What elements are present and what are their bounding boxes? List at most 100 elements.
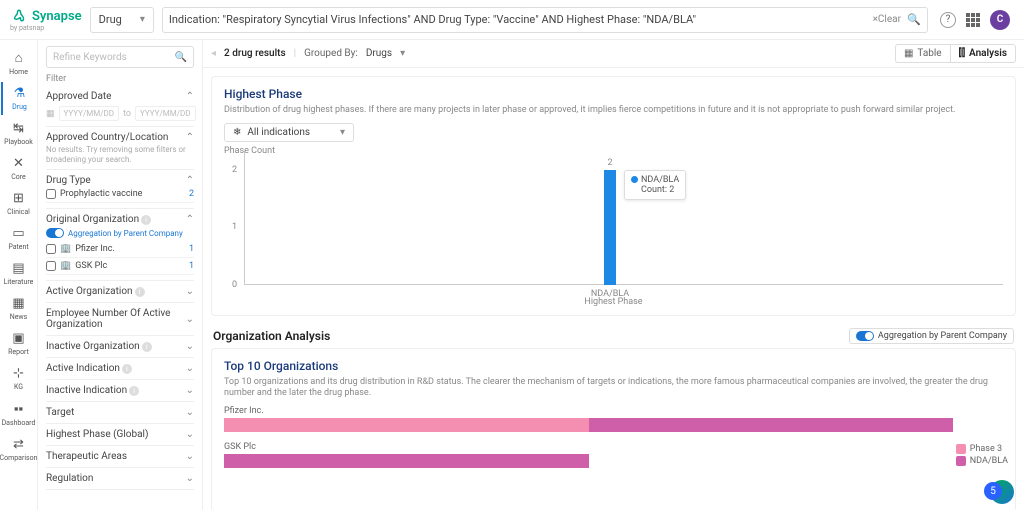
nav-icon: ⇄ (13, 437, 24, 452)
building-icon: 🏢 (60, 244, 71, 254)
nav-news[interactable]: ▦News (1, 292, 37, 325)
section-header[interactable]: Drug Type ⌃ (46, 175, 194, 186)
legend-item: NDA/BLA (956, 456, 1008, 466)
nav-dashboard[interactable]: ▪▪Dashboard (1, 397, 37, 431)
section-header[interactable]: Approved Date ⌃ (46, 91, 194, 102)
org-label: GSK Plc (224, 442, 256, 452)
filter-item[interactable]: Prophylactic vaccine 2 (46, 186, 194, 203)
nav-comparison[interactable]: ⇄Comparison (1, 433, 37, 466)
top-orgs-card: Top 10 Organizations Top 10 organization… (211, 348, 1016, 510)
category-value: Drug (99, 13, 122, 26)
info-icon[interactable]: i (129, 386, 139, 396)
chevron-down-icon[interactable]: ▾ (400, 48, 405, 59)
org-row: GSK Plc (224, 442, 1003, 478)
nav-report[interactable]: ▣Report (1, 327, 37, 360)
section-header[interactable]: Highest Phase (Global)⌄ (46, 429, 194, 440)
nav-home[interactable]: ⌂Home (1, 46, 37, 80)
nav-literature[interactable]: ▤Literature (1, 257, 37, 290)
section-header[interactable]: Approved Country/Location ⌃ (46, 132, 194, 143)
help-icon[interactable]: ? (940, 12, 956, 28)
filter-section: Inactive Indicationi⌄ (46, 380, 194, 402)
category-select[interactable]: Drug ▾ (90, 7, 154, 33)
left-nav: ⌂Home⚗Drug↹Playbook✕Core⊞Clinical▭Patent… (0, 40, 38, 510)
avatar[interactable]: C (990, 10, 1010, 30)
info-icon[interactable]: i (142, 342, 152, 352)
nav-icon: ▭ (12, 226, 24, 241)
aggregation-toggle[interactable]: Aggregation by Parent Company (46, 228, 194, 238)
info-icon[interactable]: i (141, 215, 151, 225)
chevron-up-icon: ⌃ (186, 132, 194, 143)
section-header[interactable]: Active Organizationi⌄ (46, 286, 194, 297)
view-tabs: ▦Table ⫿⫿Analysis (895, 44, 1016, 63)
tooltip-count: Count: 2 (631, 185, 679, 195)
section-header[interactable]: Target⌄ (46, 407, 194, 418)
notification-badge[interactable]: 5 (984, 482, 1002, 500)
filter-item[interactable]: 🏢Pfizer Inc.1 (46, 241, 194, 258)
chevron-up-icon: ⌃ (186, 175, 194, 186)
nav-core[interactable]: ✕Core (1, 152, 37, 185)
section-title: Active Organization (46, 286, 133, 297)
tab-table[interactable]: ▦Table (895, 44, 950, 63)
org-chart: Pfizer Inc.GSK Plc (224, 406, 1003, 501)
org-bar[interactable] (224, 418, 953, 432)
search-input[interactable] (169, 13, 867, 26)
results-bar: ◂ 2 drug results | Grouped By: Drugs ▾ ▦… (203, 40, 1024, 68)
nav-drug[interactable]: ⚗Drug (1, 82, 37, 115)
nav-label: KG (14, 383, 23, 391)
tab-analysis[interactable]: ⫿⫿Analysis (950, 44, 1016, 63)
section-title: Inactive Organization (46, 341, 140, 352)
legend-swatch (956, 444, 966, 454)
section-header[interactable]: Inactive Indicationi⌄ (46, 385, 194, 396)
info-icon[interactable]: i (135, 287, 145, 297)
bar-value: 2 (607, 158, 612, 168)
filter-search[interactable]: Refine Keywords 🔍 (46, 46, 194, 68)
filter-drug-type: Drug Type ⌃ Prophylactic vaccine 2 (46, 170, 194, 209)
toggle-switch[interactable] (46, 228, 64, 238)
section-header[interactable]: Original Organizationi ⌃ (46, 214, 194, 225)
nav-kg[interactable]: ⊹KG (1, 362, 37, 395)
bar-segment[interactable] (224, 454, 589, 468)
date-to-sep: to (123, 109, 131, 119)
legend: Phase 3 NDA/BLA (956, 442, 1008, 468)
logo[interactable]: Synapse by patsnap (10, 8, 82, 32)
nav-patent[interactable]: ▭Patent (1, 222, 37, 255)
clear-button[interactable]: ×Clear (873, 14, 901, 25)
bar-segment[interactable] (224, 418, 589, 432)
card-title: Highest Phase (224, 87, 1003, 101)
checkbox[interactable] (46, 261, 56, 271)
date-to[interactable]: YYYY/MM/DD (135, 106, 196, 121)
filter-section: Highest Phase (Global)⌄ (46, 424, 194, 446)
nav-clinical[interactable]: ⊞Clinical (1, 187, 37, 220)
chevron-down-icon: ⌄ (186, 407, 194, 418)
bar-segment[interactable] (589, 418, 954, 432)
section-title: Employee Number Of Active Organization (46, 308, 170, 330)
section-header[interactable]: Inactive Organizationi⌄ (46, 341, 194, 352)
apps-icon[interactable] (966, 13, 980, 27)
group-value[interactable]: Drugs (366, 48, 392, 59)
org-bar[interactable] (224, 454, 953, 468)
chart-bar[interactable] (604, 170, 616, 285)
indication-dropdown[interactable]: ❄ All indications ▾ (224, 123, 354, 142)
phase-chart: Phase Count Highest Phase 012NDA/BLA2NDA… (224, 150, 1003, 305)
nav-icon: ▪▪ (14, 401, 23, 417)
checkbox[interactable] (46, 244, 56, 254)
toggle-switch[interactable] (856, 331, 874, 341)
checkbox[interactable] (46, 189, 56, 199)
filter-item[interactable]: 🏢GSK Plc1 (46, 258, 194, 275)
section-header[interactable]: Regulation⌄ (46, 473, 194, 484)
aggregation-toggle-card[interactable]: Aggregation by Parent Company (849, 328, 1014, 344)
filter-original-org: Original Organizationi ⌃ Aggregation by … (46, 209, 194, 281)
search-icon[interactable]: 🔍 (907, 13, 921, 26)
section-header[interactable]: Employee Number Of Active Organization⌄ (46, 308, 194, 330)
nav-playbook[interactable]: ↹Playbook (1, 117, 37, 150)
org-row: Pfizer Inc. (224, 406, 1003, 442)
section-header[interactable]: Therapeutic Areas⌄ (46, 451, 194, 462)
collapse-icon[interactable]: ◂ (211, 48, 216, 59)
legend-label: Phase 3 (970, 444, 1002, 454)
info-icon[interactable]: i (122, 364, 132, 374)
chevron-down-icon: ▾ (140, 14, 145, 25)
section-header[interactable]: Active Indicationi⌄ (46, 363, 194, 374)
item-label: Pfizer Inc. (75, 244, 115, 254)
nav-icon: ↹ (13, 121, 24, 136)
date-from[interactable]: YYYY/MM/DD (59, 106, 120, 121)
